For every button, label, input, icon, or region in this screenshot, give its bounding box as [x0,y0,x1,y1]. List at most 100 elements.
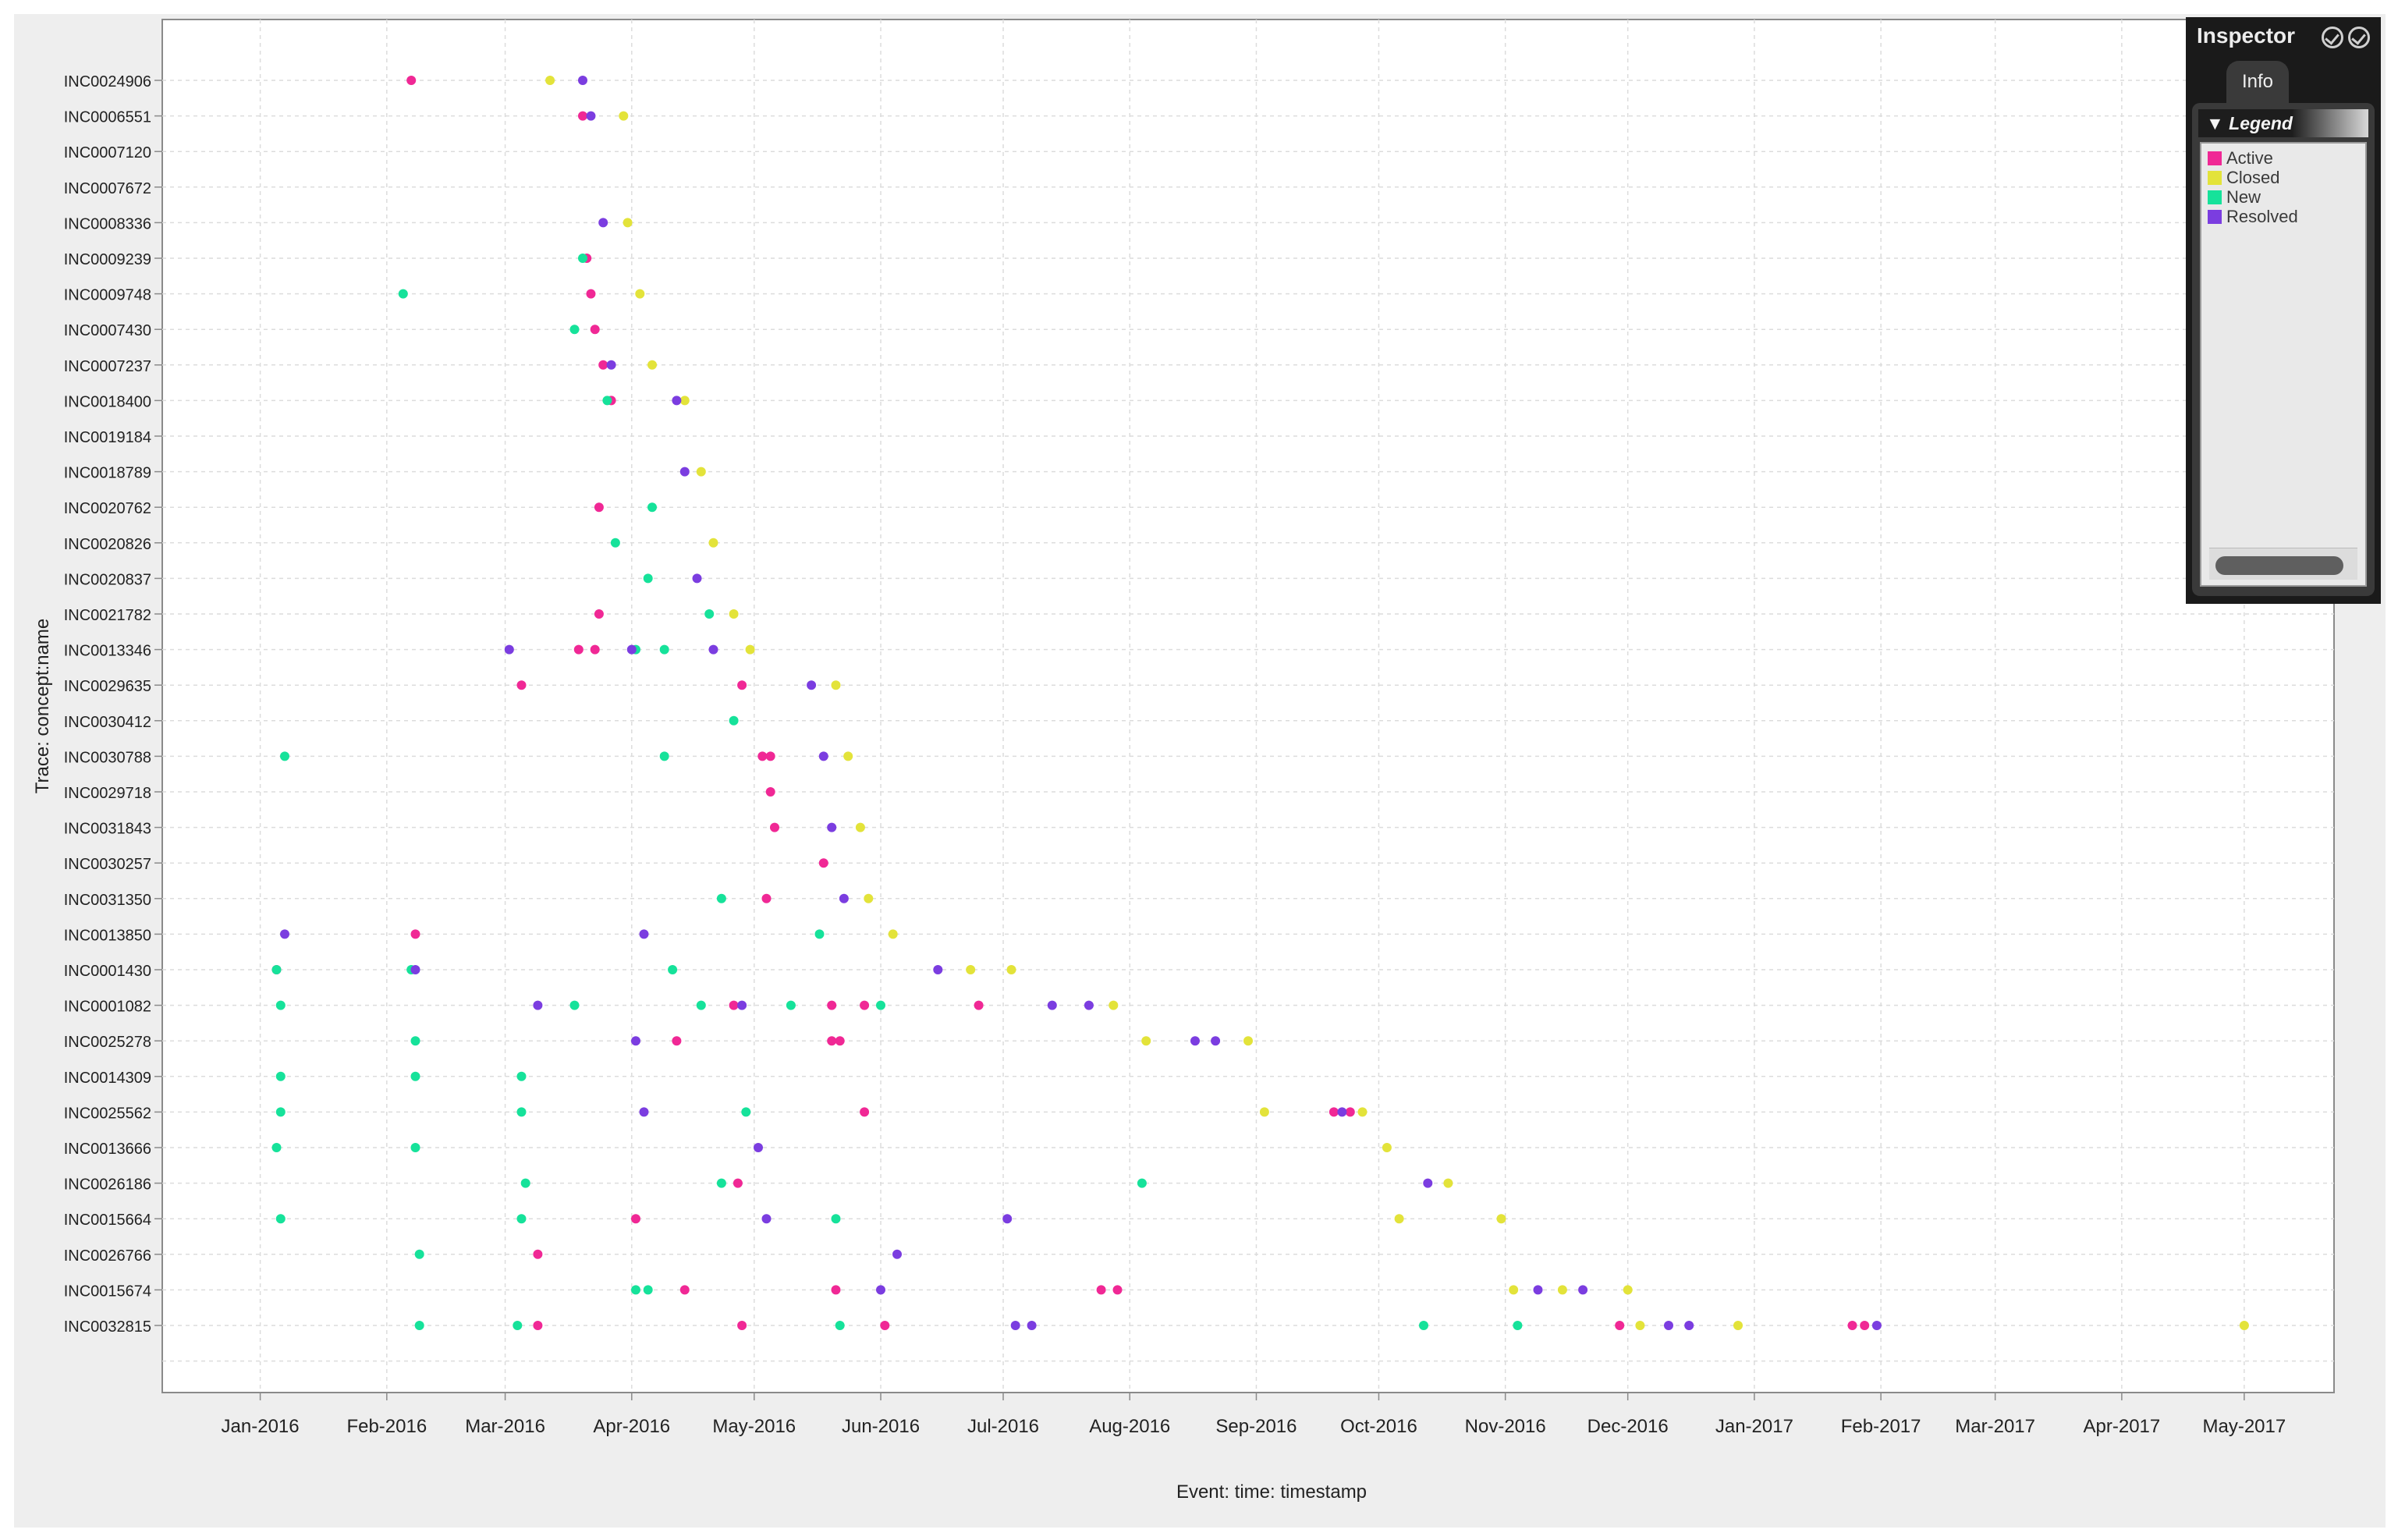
y-tick-label: INC0025562 [64,1105,151,1122]
legend-label: New [2226,186,2261,207]
event-point [737,1000,747,1010]
event-point [1394,1214,1404,1224]
inspector-panel: Inspector Info ▼ Legend Active Closed New R… [2186,17,2381,604]
event-point [647,502,657,513]
legend-item: Active [2208,148,2298,168]
x-tick-label: Mar-2016 [465,1416,545,1437]
y-tick-label: INC0032815 [64,1318,151,1336]
event-point [623,218,633,228]
event-point [1496,1214,1506,1224]
event-point [880,1321,890,1330]
legend-swatch [2208,209,2222,224]
event-point [1010,1321,1020,1330]
event-point [1382,1143,1392,1152]
check-circle-icon[interactable] [2348,27,2370,48]
legend-item: Resolved [2208,207,2298,226]
x-tick-label: Jul-2016 [967,1416,1039,1437]
event-point [1337,1107,1347,1117]
event-point [860,1107,870,1117]
event-point [569,325,580,335]
y-tick-label: INC0008336 [64,215,151,232]
event-point [271,965,282,974]
y-tick-label: INC0018789 [64,465,151,482]
event-point [1443,1178,1453,1188]
y-tick-label: INC0018400 [64,393,151,410]
x-tick-label: Sep-2016 [1215,1416,1297,1437]
y-tick-label: INC0015674 [64,1283,151,1300]
event-point [679,467,690,477]
event-point [647,360,657,370]
y-tick-label: INC0013850 [64,927,151,944]
event-point [1860,1321,1870,1330]
event-point [1509,1285,1519,1295]
check-circle-icon[interactable] [2322,27,2343,48]
y-tick-label: INC0001082 [64,999,151,1016]
inspector-title: Inspector [2197,23,2296,48]
legend-header[interactable]: ▼ Legend [2198,109,2368,137]
event-point [716,893,726,903]
event-point [1357,1107,1367,1117]
legend-list: Active Closed New Resolved [2208,148,2298,226]
event-point [271,1143,282,1152]
scrollbar-thumb[interactable] [2215,556,2343,575]
event-point [1557,1285,1567,1295]
x-tick-label: Nov-2016 [1465,1416,1546,1437]
event-point [786,1000,796,1010]
event-point [569,1000,580,1010]
event-point [729,1000,739,1010]
event-point [1259,1107,1269,1117]
event-point [533,1249,543,1259]
event-point [1615,1321,1625,1330]
event-point [757,751,768,761]
event-point [1871,1321,1882,1330]
legend-scrollbar[interactable] [2209,548,2357,580]
event-point [275,1071,286,1081]
event-point [573,644,584,655]
event-point [827,1000,837,1010]
event-point [586,111,596,121]
event-point [1243,1036,1253,1046]
legend-swatch [2208,170,2222,185]
event-point [765,787,775,797]
event-point [414,1249,424,1259]
y-tick-label: INC0026766 [64,1247,151,1265]
event-point [598,360,608,370]
tab-info[interactable]: Info [2226,61,2289,103]
event-point [716,1178,726,1188]
event-point [679,396,690,406]
event-point [696,1000,706,1010]
event-point [843,751,853,761]
event-point [835,1036,845,1046]
event-point [410,1071,420,1081]
event-point [1423,1178,1433,1188]
event-point [1684,1321,1694,1330]
grid-lines [154,20,2334,1400]
x-tick-label: Jun-2016 [842,1416,920,1437]
event-point [280,751,289,761]
event-point [1047,1000,1057,1010]
y-tick-label: INC0007430 [64,322,151,339]
y-tick-label: INC0015664 [64,1212,151,1229]
event-point [876,1000,885,1010]
event-point [729,609,739,619]
event-point [839,893,849,903]
event-point [1623,1285,1633,1295]
event-point [1006,965,1016,974]
event-point [516,1107,527,1117]
event-point [1733,1321,1743,1330]
event-point [410,929,420,939]
y-tick-label: INC0007237 [64,358,151,375]
event-point [631,1285,640,1295]
event-point [892,1249,902,1259]
event-point [1190,1036,1200,1046]
event-point [659,644,669,655]
event-point [1419,1321,1428,1330]
event-point [578,111,587,121]
event-point [696,467,706,477]
x-tick-label: Aug-2016 [1089,1416,1170,1437]
y-tick-label: INC0030257 [64,856,151,873]
event-point [672,396,682,406]
event-point [545,76,555,85]
event-point [275,1000,286,1010]
event-point [1084,1000,1094,1010]
